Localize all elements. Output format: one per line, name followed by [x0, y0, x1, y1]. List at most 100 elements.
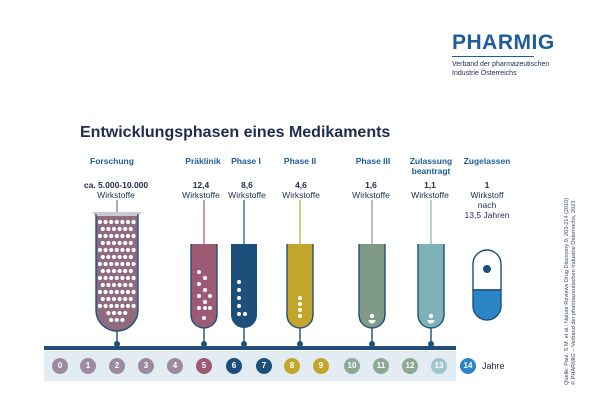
timeline-year-marker [373, 358, 389, 374]
research-dot [97, 233, 103, 239]
brand-divider [452, 56, 534, 57]
tube-zulassung [417, 200, 445, 347]
timeline-year-marker [167, 358, 183, 374]
research-dot [125, 289, 131, 295]
candidate-dot [237, 280, 241, 284]
research-dot [125, 247, 131, 253]
brand-subtitle-line2: Industrie Österreichs [452, 70, 517, 77]
research-dot [120, 261, 125, 267]
forschung-dots [97, 219, 136, 323]
candidate-dot [203, 276, 207, 280]
research-dot [103, 247, 108, 253]
brand-subtitle-line1: Verband der pharmazeutischen [452, 61, 550, 68]
phase-label-zulassung: Zulassung beantragt [403, 156, 459, 176]
research-dot [109, 219, 114, 225]
research-dot [117, 310, 122, 316]
research-dot [131, 233, 136, 239]
research-dot [100, 240, 105, 246]
research-dot [106, 282, 111, 288]
research-dot [109, 303, 114, 309]
timeline-year-label: 9 [318, 361, 324, 370]
research-dot [97, 275, 103, 281]
research-dot [109, 247, 114, 253]
timeline-circles [52, 358, 476, 374]
phase-label-zulassung-line1: Zulassung [409, 156, 453, 166]
research-dot [117, 282, 122, 288]
timeline-year-label: 2 [114, 361, 120, 370]
research-dot [100, 268, 105, 274]
research-dot [114, 247, 119, 253]
count-zugelassen-unit-line3: 13,5 Jahren [464, 210, 510, 220]
research-dot [120, 233, 125, 239]
timeline-year-marker [256, 358, 272, 374]
research-dot [120, 289, 125, 295]
research-dot [131, 247, 136, 253]
phase1-dots [237, 280, 247, 316]
timeline-year-label: 1 [85, 361, 91, 370]
research-dot [125, 219, 131, 225]
count-phase-1-value: 8,6 [241, 180, 253, 190]
source-note: Quelle: Paul, S.M. et al.: Nature Review… [564, 198, 578, 385]
research-dot [111, 268, 117, 274]
research-dot [120, 247, 125, 253]
timeline-year-label: 4 [172, 361, 178, 370]
phase-label-praeklinik: Präklinik [185, 156, 221, 166]
research-dot [114, 289, 119, 295]
candidate-dot [298, 302, 302, 306]
research-dot [114, 233, 119, 239]
count-zulassung-value: 1,1 [424, 180, 436, 190]
research-dot [131, 261, 136, 267]
count-praeklinik-value: 12,4 [192, 180, 210, 190]
candidate-dot [203, 288, 207, 292]
source-line1: Quelle: Paul, S.M. et al.: Nature Review… [564, 197, 570, 385]
research-dot [103, 275, 108, 281]
candidate-dot [197, 294, 201, 298]
timeline-year-label: 3 [143, 361, 149, 370]
tube-phase-2 [286, 200, 314, 347]
research-dot [97, 219, 103, 225]
count-praeklinik: 12,4 Wirkstoffe [176, 180, 226, 200]
capsule-zugelassen [472, 249, 502, 321]
research-dot [111, 254, 117, 260]
research-dot [131, 303, 136, 309]
page-title: Entwicklungsphasen eines Medikaments [80, 124, 391, 141]
research-dot [117, 254, 122, 260]
research-dot [111, 310, 117, 316]
timeline-year-marker [52, 358, 68, 374]
candidate-dot [197, 282, 201, 286]
research-dot [106, 268, 111, 274]
timeline-year-marker [138, 358, 154, 374]
timeline-year-marker [109, 358, 125, 374]
candidate-dot [197, 306, 201, 310]
research-dot [103, 261, 108, 267]
candidate-dot [237, 296, 241, 300]
research-dot [131, 275, 136, 281]
source-line2: © PHARMIG – Verband der pharmazeutischen… [571, 200, 577, 385]
phase-label-zugelassen: Zugelassen [463, 156, 511, 166]
count-zulassung-unit: Wirkstoffe [411, 190, 449, 200]
phase-label-zulassung-line2: beantragt [411, 166, 451, 176]
research-dot [131, 289, 136, 295]
research-dot [125, 275, 131, 281]
research-dot [128, 254, 133, 260]
research-dot [106, 310, 111, 316]
research-dot [120, 275, 125, 281]
count-phase-2-unit: Wirkstoffe [282, 190, 320, 200]
research-dot [97, 247, 103, 253]
timeline-year-marker [344, 358, 360, 374]
research-dot [114, 219, 119, 225]
research-dot [100, 296, 105, 302]
timeline-year-label: 5 [201, 361, 207, 370]
research-dot [117, 296, 122, 302]
count-zulassung: 1,1 Wirkstoffe [405, 180, 455, 200]
candidate-dot [237, 288, 241, 292]
timeline-year-marker [313, 358, 329, 374]
timeline-year-label: 7 [261, 361, 267, 370]
timeline-year-marker [460, 358, 476, 374]
praeklinik-dots [197, 270, 212, 320]
research-dot [103, 219, 108, 225]
research-dot [111, 240, 117, 246]
brand-logo: PHARMIG Verband der pharmazeutischen Ind… [452, 32, 572, 78]
timeline-year-label: 12 [405, 361, 415, 370]
